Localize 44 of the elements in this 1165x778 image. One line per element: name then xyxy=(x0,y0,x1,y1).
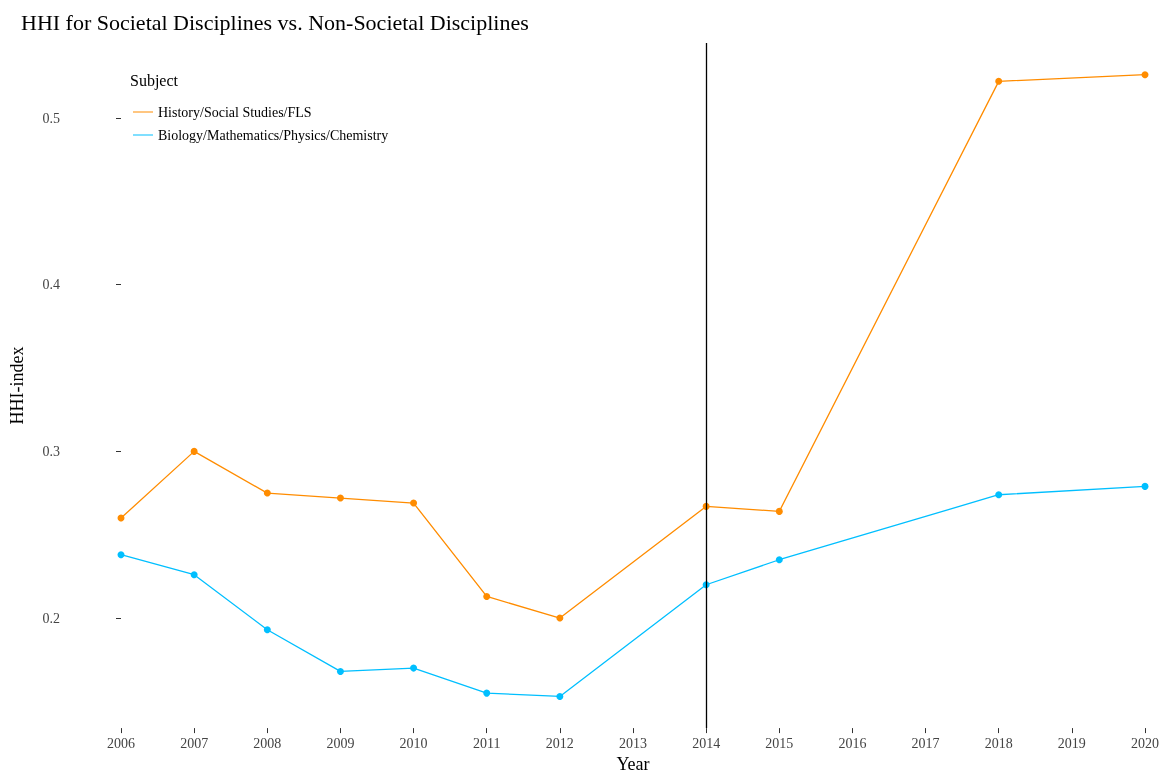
x-tick-label: 2015 xyxy=(765,735,794,751)
point xyxy=(263,626,271,634)
x-tick-label: 2012 xyxy=(545,735,574,751)
point xyxy=(117,551,125,559)
point xyxy=(556,692,564,700)
point xyxy=(336,667,344,675)
point xyxy=(410,499,418,507)
point xyxy=(483,689,491,697)
point xyxy=(1141,482,1149,490)
point xyxy=(995,77,1003,85)
x-tick-label: 2017 xyxy=(911,735,940,751)
y-tick-label: 0.3 xyxy=(42,443,60,459)
legend-label: History/Social Studies/FLS xyxy=(158,104,312,120)
chart-title: HHI for Societal Disciplines vs. Non-Societal Disciplines xyxy=(21,9,529,35)
point xyxy=(775,507,783,515)
y-axis-title: HHI-index xyxy=(7,346,27,425)
point xyxy=(190,571,198,579)
x-tick-label: 2020 xyxy=(1131,735,1159,751)
point xyxy=(483,592,491,600)
point xyxy=(410,664,418,672)
x-tick-label: 2014 xyxy=(692,735,721,751)
point xyxy=(556,614,564,622)
x-tick-label: 2008 xyxy=(253,735,282,751)
x-tick-label: 2006 xyxy=(107,735,135,751)
x-tick-label: 2016 xyxy=(838,735,867,751)
point xyxy=(1141,71,1149,79)
x-tick-label: 2019 xyxy=(1057,735,1086,751)
point xyxy=(775,556,783,564)
y-tick-label: 0.2 xyxy=(42,610,60,626)
x-tick-label: 2007 xyxy=(180,735,209,751)
x-tick-label: 2011 xyxy=(472,735,501,751)
x-tick-label: 2013 xyxy=(619,735,647,751)
y-tick-label: 0.4 xyxy=(42,277,60,293)
point xyxy=(995,491,1003,499)
legend-title: Subject xyxy=(130,71,179,90)
x-tick-label: 2009 xyxy=(326,735,355,751)
x-tick-label: 2010 xyxy=(399,735,428,751)
x-tick-label: 2018 xyxy=(984,735,1013,751)
x-axis-title: Year xyxy=(616,754,650,774)
point xyxy=(336,494,344,502)
point xyxy=(263,489,271,497)
y-tick-label: 0.5 xyxy=(42,110,60,126)
legend-label: Biology/Mathematics/Physics/Chemistry xyxy=(158,127,389,143)
point xyxy=(190,447,198,455)
